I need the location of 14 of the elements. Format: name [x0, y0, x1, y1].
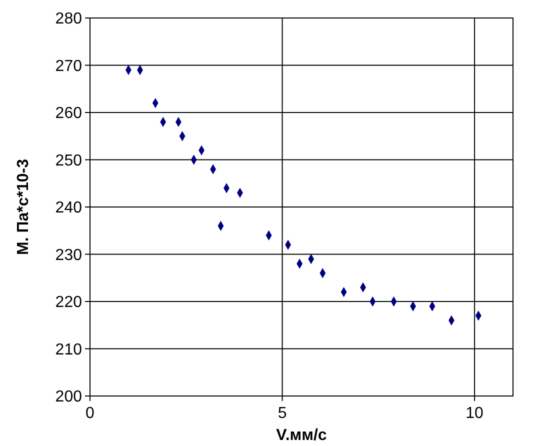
- y-tick-label: 280: [55, 10, 82, 28]
- x-tick-label: 10: [466, 405, 484, 422]
- y-tick-label: 230: [55, 246, 82, 264]
- y-tick-label: 240: [55, 200, 82, 217]
- y-axis-title: M. Па*с*10-3: [15, 158, 32, 255]
- y-tick-label: 270: [55, 58, 82, 75]
- y-tick-label: 210: [55, 341, 82, 358]
- x-tick-label: 5: [278, 405, 287, 422]
- y-tick-label: 220: [55, 294, 82, 312]
- y-tick-label: 250: [55, 152, 82, 170]
- x-axis-title: V.мм/с: [276, 427, 327, 444]
- x-tick-label: 0: [86, 405, 95, 422]
- y-tick-label: 260: [55, 105, 82, 122]
- y-tick-label: 200: [55, 388, 82, 406]
